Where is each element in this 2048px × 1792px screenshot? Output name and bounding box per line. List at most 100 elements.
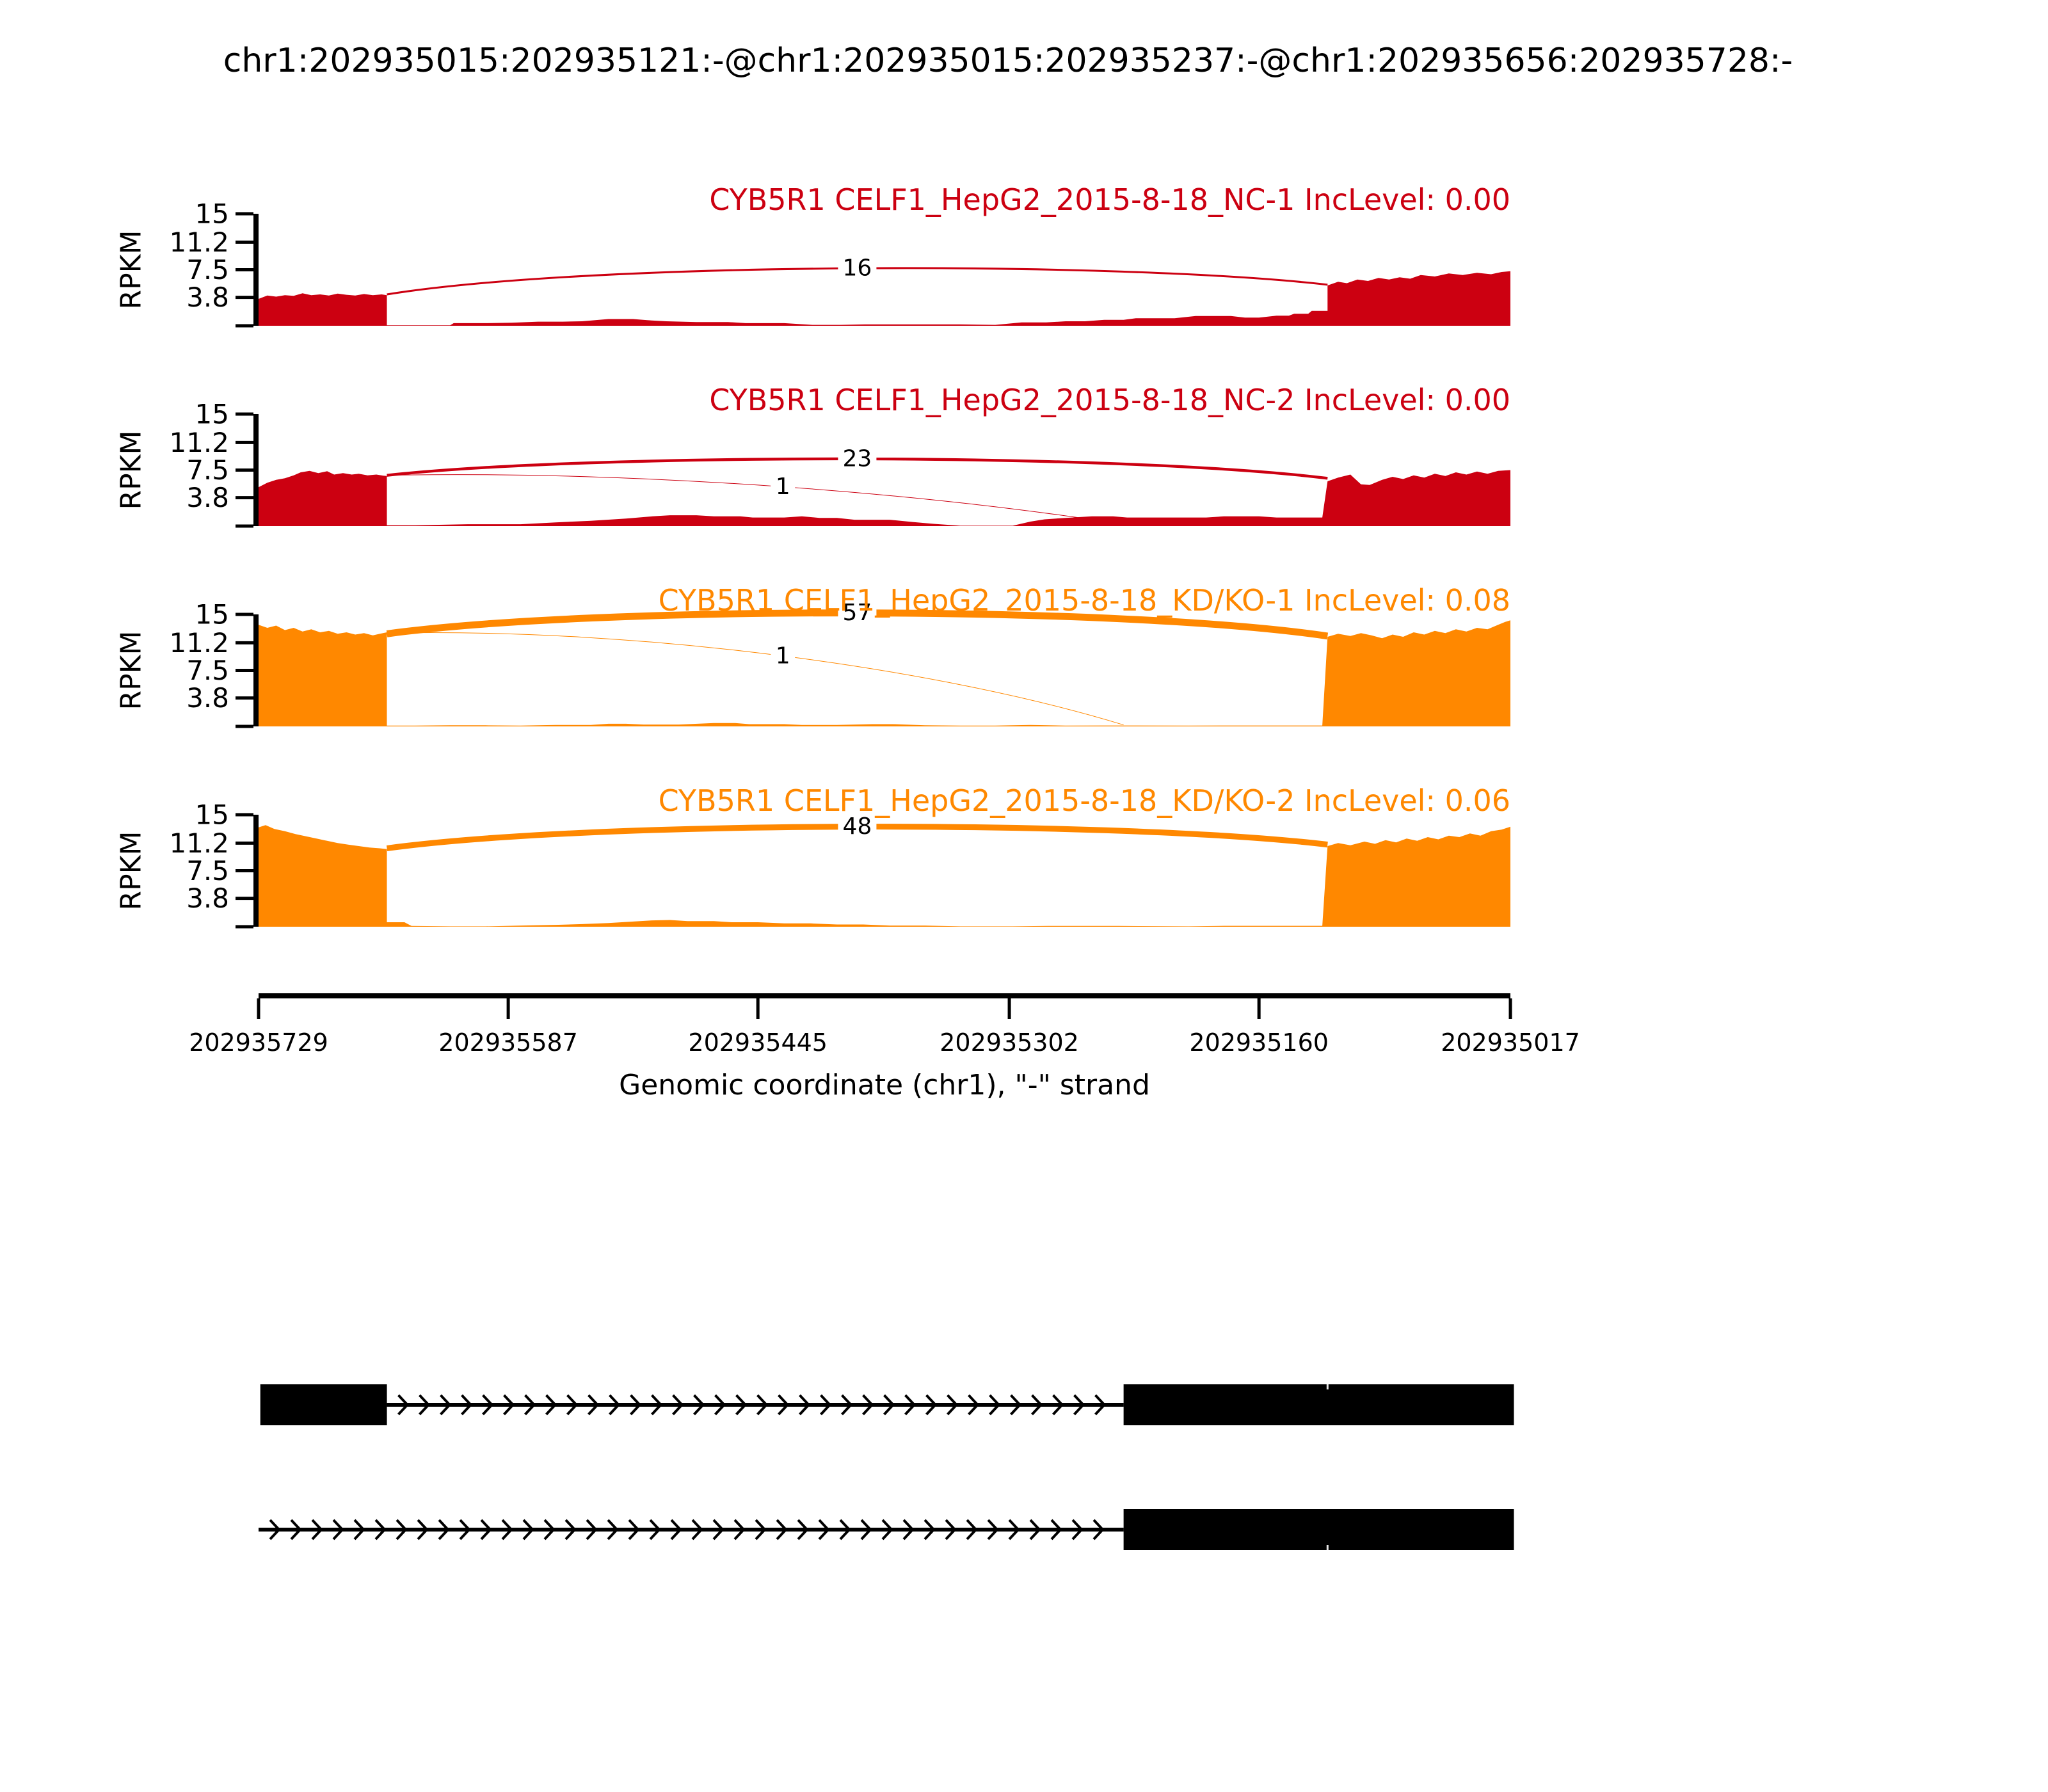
x-axis-title: Genomic coordinate (chr1), "-" strand <box>619 1069 1150 1101</box>
y-axis-spine <box>253 414 259 526</box>
y-tick-label: 11.2 <box>169 427 229 458</box>
intron-chevron-icon <box>776 1519 788 1540</box>
intron-chevron-icon <box>672 1394 684 1416</box>
coverage-area <box>259 470 1510 526</box>
intron-chevron-icon <box>925 1394 938 1416</box>
intron-chevron-icon <box>461 1394 473 1416</box>
coverage-area <box>259 825 1510 927</box>
y-tick-label: 11.2 <box>169 227 229 258</box>
intron-chevron-icon <box>396 1519 408 1540</box>
intron-chevron-icon <box>987 1519 999 1540</box>
intron-chevron-icon <box>353 1519 365 1540</box>
track-2: 3.87.511.215 RPKM 23 1 CYB5R1 CELF1_HepG2_20… <box>115 383 1510 528</box>
junction-count-mask <box>771 641 796 670</box>
intron-chevron-icon <box>1029 1519 1041 1540</box>
x-axis: 202935729 202935587 202935445 202935302 2029… <box>189 993 1580 1101</box>
y-axis-title: RPKM <box>115 831 148 911</box>
intron-chevron-icon <box>1094 1394 1107 1416</box>
intron-chevron-icon <box>1010 1394 1022 1416</box>
y-axis-spine <box>253 214 259 326</box>
intron-chevron-icon <box>332 1519 344 1540</box>
gene-model <box>259 1384 1514 1550</box>
intron-chevron-icon <box>311 1519 323 1540</box>
intron-chevron-icon <box>818 1519 830 1540</box>
intron-chevron-icon <box>269 1519 281 1540</box>
coverage-area <box>259 271 1510 326</box>
intron-chevron-icon <box>503 1394 515 1416</box>
intron-chevron-icon <box>522 1519 534 1540</box>
x-tick-label: 202935587 <box>438 1028 578 1057</box>
exon-boundary-seam <box>1326 1384 1329 1389</box>
intron-chevron-icon <box>480 1519 492 1540</box>
y-tick-label: 3.8 <box>186 883 229 914</box>
intron-chevron-icon <box>630 1394 642 1416</box>
intron-chevron-icon <box>904 1394 916 1416</box>
y-tick-label: 15 <box>195 599 229 630</box>
x-tick-label: 202935729 <box>189 1028 328 1057</box>
coverage-area <box>259 620 1510 726</box>
isoform-row-2 <box>259 1509 1514 1550</box>
track-3: 3.87.511.215 RPKM 57 1 CYB5R1 CELF1_HepG2_20… <box>115 583 1510 728</box>
junction-arc <box>387 632 1124 726</box>
exon-box <box>1123 1509 1514 1550</box>
intron-chevron-icon <box>778 1394 790 1416</box>
intron-chevron-icon <box>1073 1394 1085 1416</box>
y-tick-label: 15 <box>195 198 229 230</box>
y-tick-label: 3.8 <box>186 282 229 313</box>
y-tick-label: 7.5 <box>186 855 229 886</box>
exon-box <box>260 1384 387 1425</box>
intron-chevron-icon <box>670 1519 682 1540</box>
intron-chevron-icon <box>797 1519 809 1540</box>
intron-chevron-icon <box>588 1394 600 1416</box>
junction-count-label: 48 <box>843 813 872 840</box>
junction-count-mask <box>838 254 877 283</box>
exon-boundary-seam <box>1326 1545 1329 1550</box>
track-title: CYB5R1 CELF1_HepG2_2015-8-18_NC-2 IncLev… <box>709 383 1510 417</box>
isoform-row-1 <box>260 1384 1514 1425</box>
intron-chevron-icon <box>1050 1519 1062 1540</box>
x-axis-line <box>259 993 1510 998</box>
y-tick-label: 11.2 <box>169 828 229 859</box>
intron-chevron-icon <box>755 1519 767 1540</box>
intron-chevron-icon <box>545 1394 557 1416</box>
junction-count-mask <box>838 812 877 841</box>
y-tick-label: 3.8 <box>186 482 229 513</box>
y-tick-label: 7.5 <box>186 454 229 486</box>
intron-chevron-icon <box>799 1394 811 1416</box>
y-axis-spine <box>253 815 259 927</box>
junction-count-label: 16 <box>843 255 872 282</box>
intron-chevron-icon <box>691 1519 703 1540</box>
intron-chevron-icon <box>482 1394 494 1416</box>
intron-chevron-icon <box>968 1394 980 1416</box>
intron-chevron-icon <box>712 1519 724 1540</box>
intron-chevron-icon <box>1052 1394 1064 1416</box>
track-title: CYB5R1 CELF1_HepG2_2015-8-18_KD/KO-2 Inc… <box>659 783 1510 818</box>
intron-chevron-icon <box>566 1394 579 1416</box>
intron-chevron-icon <box>397 1394 410 1416</box>
intron-chevron-icon <box>714 1394 726 1416</box>
y-tick-label: 7.5 <box>186 254 229 285</box>
intron-chevron-icon <box>290 1519 302 1540</box>
intron-chevron-icon <box>733 1519 746 1540</box>
junction-count-label: 57 <box>843 600 872 626</box>
y-axis-title: RPKM <box>115 230 148 310</box>
junction-count-mask <box>771 472 796 501</box>
intron-chevron-icon <box>693 1394 705 1416</box>
intron-chevron-icon <box>440 1394 452 1416</box>
intron-chevron-icon <box>649 1519 661 1540</box>
intron-chevron-icon <box>1008 1519 1020 1540</box>
junction-count-label: 1 <box>776 643 790 669</box>
intron-chevron-icon <box>417 1519 429 1540</box>
junction-arc <box>387 474 1124 525</box>
intron-chevron-icon <box>374 1519 387 1540</box>
y-tick-label: 15 <box>195 399 229 430</box>
intron-chevron-icon <box>820 1394 832 1416</box>
intron-chevron-icon <box>989 1394 1001 1416</box>
intron-chevron-icon <box>1031 1394 1043 1416</box>
intron-chevron-icon <box>735 1394 748 1416</box>
track-title: CYB5R1 CELF1_HepG2_2015-8-18_KD/KO-1 Inc… <box>659 583 1510 618</box>
intron-chevron-icon <box>609 1394 621 1416</box>
